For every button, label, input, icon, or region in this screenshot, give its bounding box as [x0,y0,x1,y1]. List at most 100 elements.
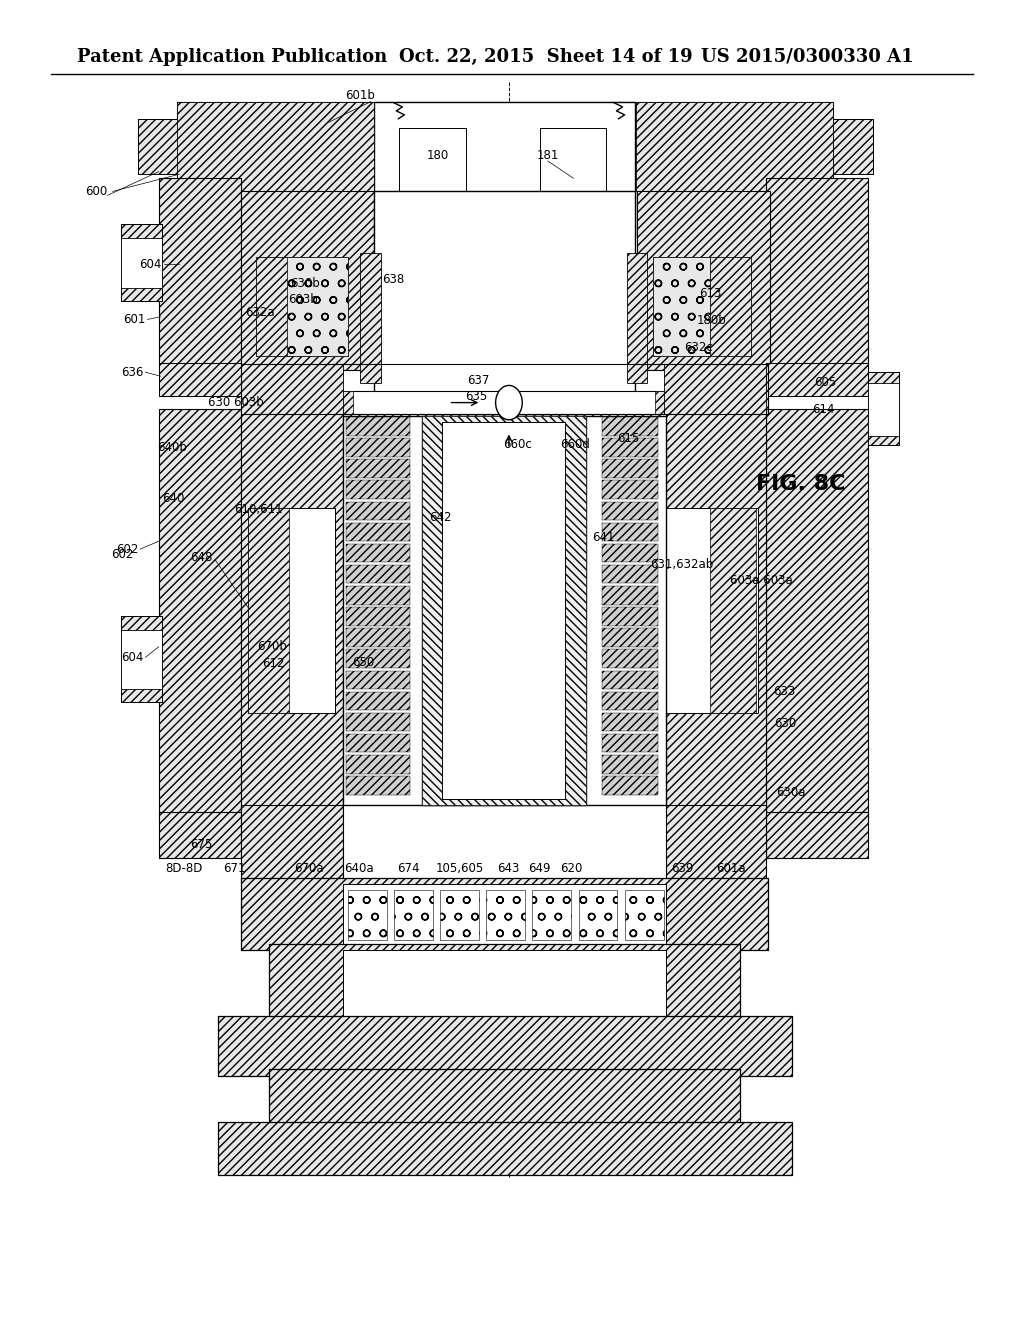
Bar [177,102,833,191]
Bar [602,438,658,457]
Bar [602,523,658,541]
Bar [159,409,241,818]
Text: Patent Application Publication: Patent Application Publication [77,48,387,66]
Bar [159,812,241,858]
Bar [766,409,868,818]
Bar [602,565,658,583]
Bar [177,102,833,191]
Bar [766,363,868,396]
Bar [346,734,410,752]
Bar [218,1016,792,1076]
Text: 643: 643 [497,862,519,875]
Bar [159,812,241,858]
Text: 639: 639 [671,862,693,875]
Bar [394,890,433,940]
Bar [343,799,666,884]
Bar [287,257,348,356]
Circle shape [496,385,522,420]
Text: 181: 181 [537,149,559,162]
Bar [653,257,710,356]
Bar [241,878,768,950]
Text: 604: 604 [139,257,162,271]
Bar [602,776,658,795]
Bar [637,191,770,370]
Text: 601b: 601b [345,88,376,102]
Bar [374,102,635,238]
Bar [868,372,899,445]
Bar [602,459,658,478]
Bar [766,812,868,858]
Text: 630 603b: 630 603b [209,396,264,409]
Bar [627,253,647,383]
Text: 602: 602 [111,548,133,561]
Bar [422,416,586,805]
Text: 641: 641 [592,531,614,544]
Text: 671: 671 [223,862,246,875]
Bar [346,586,410,605]
Text: 610,611: 610,611 [234,503,283,516]
Bar [346,692,410,710]
Text: 180: 180 [427,149,450,162]
Bar [121,224,162,301]
Bar [399,128,466,214]
Text: 670a: 670a [295,862,324,875]
Bar [602,544,658,562]
Bar [343,414,666,438]
Text: 613: 613 [699,286,722,300]
Bar [138,119,179,174]
Bar [159,363,241,396]
Text: 600: 600 [85,185,108,198]
Bar [121,238,162,288]
Bar [602,628,658,647]
Text: 630: 630 [774,717,797,730]
Bar [602,649,658,668]
Bar [766,409,868,818]
Bar [710,257,751,356]
Bar [241,878,768,950]
Bar [602,480,658,499]
Bar [602,586,658,605]
Text: 603b: 603b [288,293,318,306]
Text: 660c: 660c [503,438,531,451]
Text: 630a: 630a [776,785,806,799]
Bar [833,119,873,174]
Text: 648: 648 [190,550,213,564]
Text: 640a: 640a [345,862,374,875]
Text: Oct. 22, 2015  Sheet 14 of 19: Oct. 22, 2015 Sheet 14 of 19 [399,48,693,66]
Bar [121,616,162,702]
Bar [664,409,766,818]
Bar [346,607,410,626]
Text: 612: 612 [262,657,285,671]
Bar [766,178,868,370]
Bar [269,1069,740,1125]
Bar [256,257,348,356]
Text: 604: 604 [121,651,143,664]
Bar [346,502,410,520]
Bar [346,713,410,731]
Bar [602,417,658,436]
Bar [256,257,297,356]
Text: 180b: 180b [696,314,726,327]
Bar [346,776,410,795]
Bar [343,950,666,1016]
Bar [241,805,343,884]
Bar [442,422,565,799]
Bar [602,502,658,520]
Bar [241,364,343,414]
Bar [159,363,241,396]
Bar [664,805,766,884]
Bar [637,191,770,370]
Text: FIG. 8C: FIG. 8C [756,474,846,495]
Text: 605: 605 [814,376,837,389]
Bar [248,508,335,713]
Bar [346,649,410,668]
Bar [346,755,410,774]
Text: 638: 638 [382,273,404,286]
Bar [346,459,410,478]
Text: 637: 637 [467,374,489,387]
Text: 614: 614 [812,403,835,416]
Bar [766,178,868,370]
Bar [579,890,617,940]
Text: 632c: 632c [684,341,713,354]
Bar [218,1122,792,1175]
